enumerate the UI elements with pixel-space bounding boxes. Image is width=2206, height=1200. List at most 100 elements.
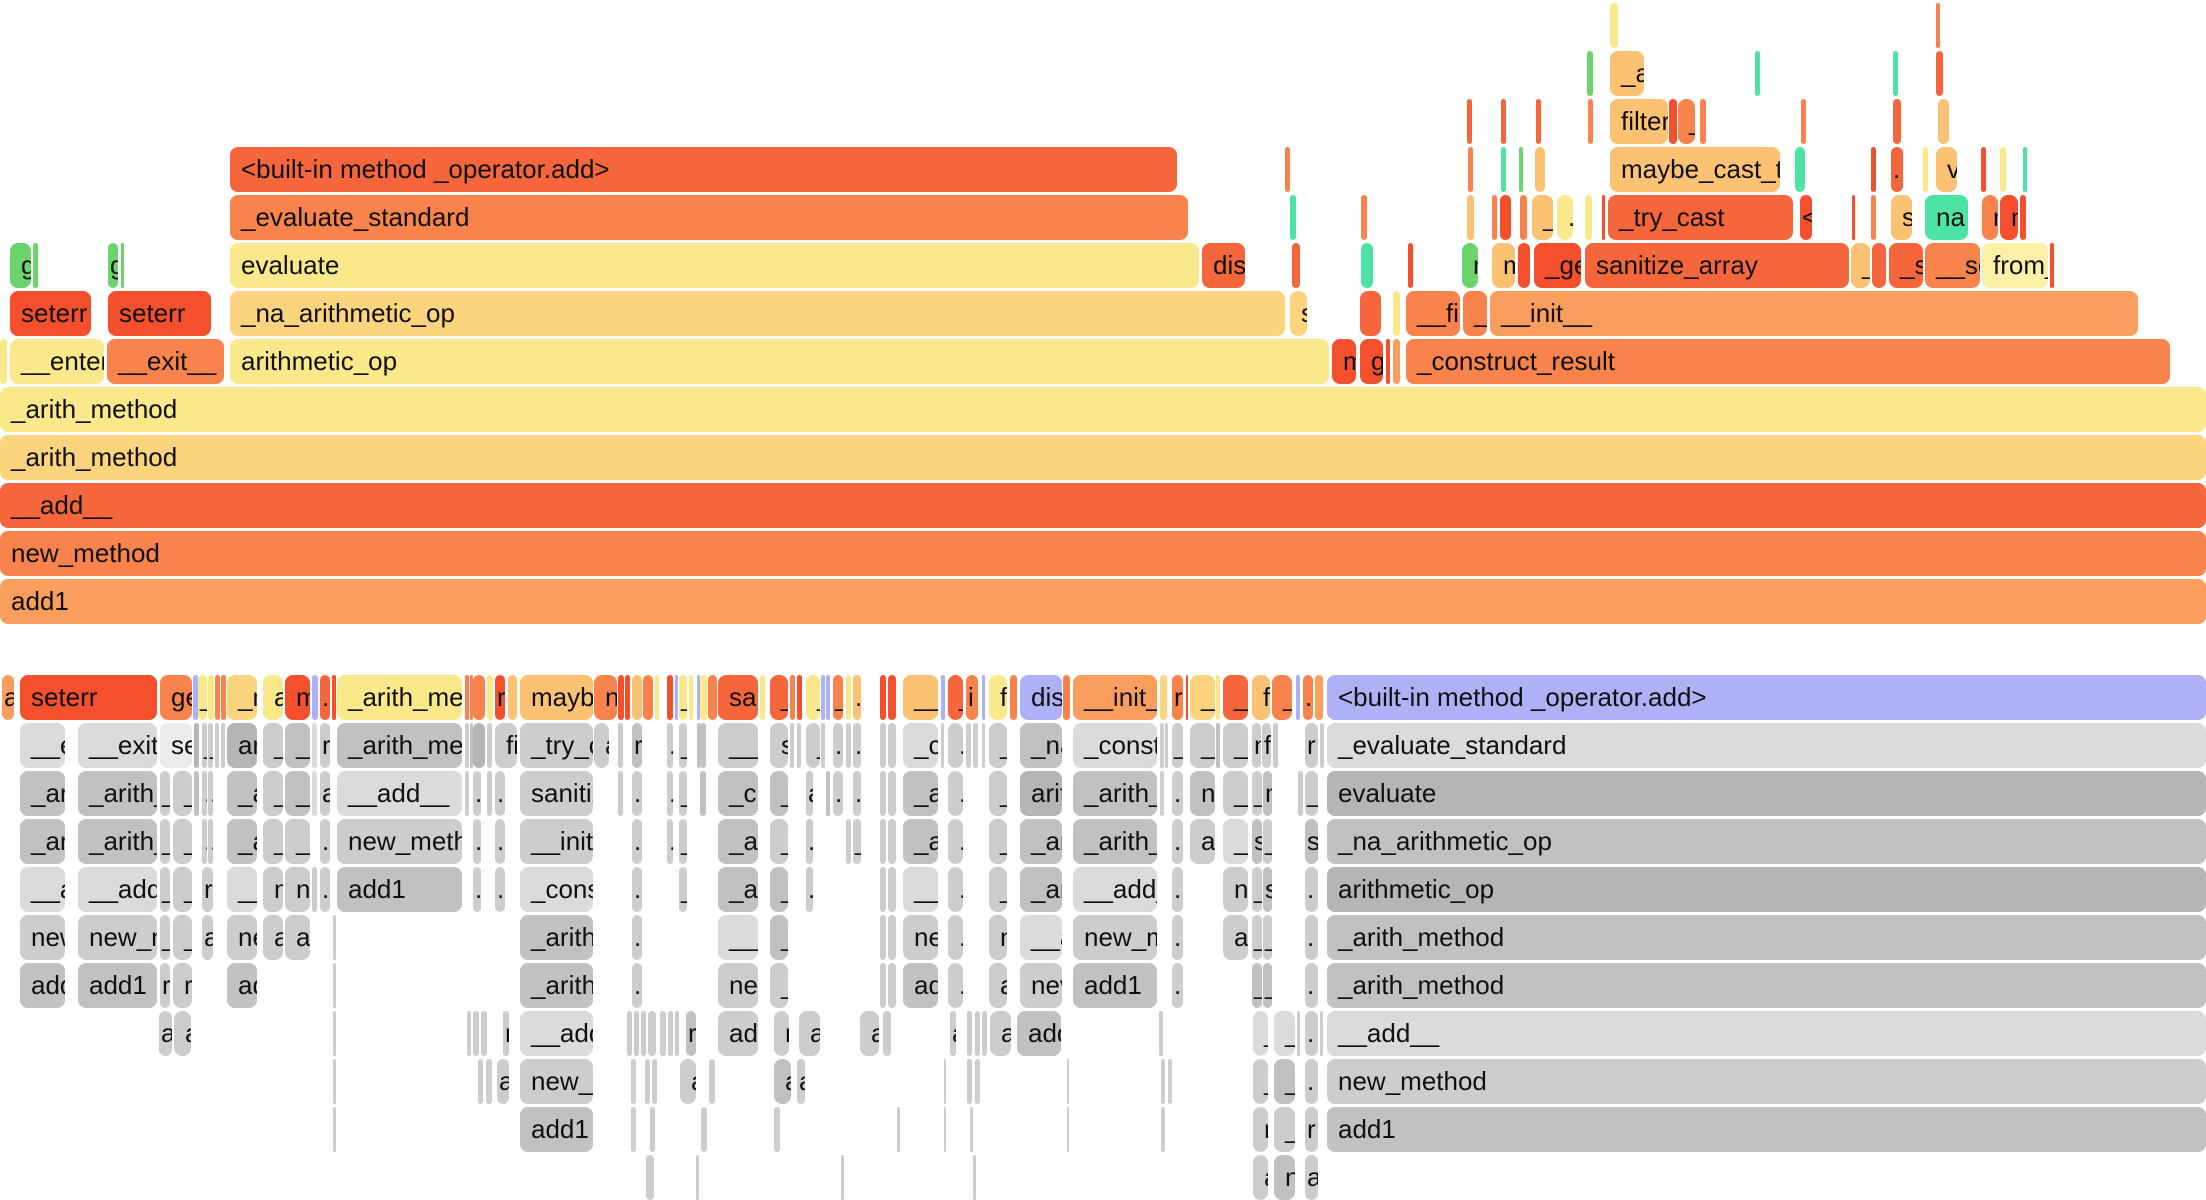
frame-_arith_method[interactable]: _arith_method (1327, 963, 2206, 1008)
frame-a[interactable]: a (1305, 1155, 1318, 1200)
frame-sliver[interactable] (33, 243, 38, 288)
frame-sliver[interactable] (1290, 195, 1296, 240)
frame-n[interactable]: n (285, 867, 310, 912)
frame-sliver[interactable] (194, 723, 199, 768)
frame-_ar[interactable]: _ar (1020, 867, 1062, 912)
frame-sliver[interactable] (1320, 723, 1324, 768)
frame-sliver[interactable] (1320, 1011, 1323, 1056)
frame-sliver[interactable] (2020, 195, 2026, 240)
frame-a[interactable]: a (263, 915, 283, 960)
frame-_[interactable]: _ (770, 675, 788, 720)
frame-m[interactable]: m (1332, 339, 1356, 384)
frame-sliver[interactable] (888, 819, 896, 864)
frame-sliver[interactable] (1585, 195, 1592, 240)
frame-from_[interactable]: from_ (1982, 243, 2048, 288)
frame-sliver[interactable] (0, 339, 7, 384)
frame-.[interactable]: . (320, 867, 330, 912)
frame-.[interactable]: . (948, 819, 963, 864)
frame-sliver[interactable] (221, 675, 226, 720)
frame-sliver[interactable] (1501, 99, 1506, 144)
frame-sliver[interactable] (700, 675, 707, 720)
frame-sliver[interactable] (944, 1107, 946, 1152)
frame-.[interactable]: . (833, 771, 843, 816)
frame-arit[interactable]: arit (1020, 771, 1062, 816)
frame-_a[interactable]: _a (1610, 51, 1644, 96)
frame-_[interactable]: _ (679, 723, 687, 768)
frame-a[interactable]: a (990, 1011, 1011, 1056)
frame-sliver[interactable] (312, 867, 317, 912)
frame-_[interactable]: _ (679, 867, 687, 912)
frame-sliver[interactable] (1161, 1107, 1165, 1152)
frame-sliver[interactable] (481, 1011, 487, 1056)
frame-_try_c[interactable]: _try_c (520, 723, 593, 768)
frame-sliver[interactable] (888, 963, 896, 1008)
frame-sliver[interactable] (967, 1011, 972, 1056)
frame-_[interactable]: _ (160, 771, 170, 816)
frame-sliver[interactable] (774, 1107, 780, 1152)
frame-sliver[interactable] (1067, 1107, 1069, 1152)
frame-.[interactable]: . (948, 771, 963, 816)
frame-_[interactable]: _ (770, 915, 788, 960)
frame-sliver[interactable] (215, 723, 219, 768)
frame-new_method[interactable]: new_method (1327, 1059, 2206, 1104)
frame-sliver[interactable] (1936, 51, 1943, 96)
frame-s[interactable]: s (1252, 819, 1262, 864)
frame-sliver[interactable] (312, 723, 317, 768)
frame-sliver[interactable] (1468, 147, 1473, 192)
frame-sliver[interactable] (632, 675, 642, 720)
frame-_a[interactable]: _a (227, 771, 257, 816)
frame-sliver[interactable] (760, 675, 765, 720)
frame-_c[interactable]: _c (718, 771, 758, 816)
frame-sliver[interactable] (1161, 1059, 1165, 1104)
frame-_[interactable]: _ (202, 723, 207, 768)
frame-.[interactable]: . (1172, 819, 1183, 864)
frame-_n[interactable]: _n (227, 675, 257, 720)
frame-sliver[interactable] (1393, 291, 1400, 336)
frame-_[interactable]: _ (1274, 1011, 1295, 1056)
frame-na[interactable]: na (1925, 195, 1968, 240)
frame-sliver[interactable] (1165, 723, 1168, 768)
frame-seterr[interactable]: seterr (10, 291, 91, 336)
frame-sliver[interactable] (1519, 147, 1523, 192)
frame-sliver[interactable] (668, 1011, 673, 1056)
frame-.[interactable]: . (1172, 771, 1183, 816)
frame-.[interactable]: . (948, 915, 963, 960)
frame-sliver[interactable] (697, 675, 700, 720)
frame-r[interactable]: r (1305, 723, 1318, 768)
frame-arithmetic_op[interactable]: arithmetic_op (230, 339, 1329, 384)
frame-a[interactable]: a (1190, 819, 1215, 864)
frame-sanitiz[interactable]: sanitiz (520, 771, 593, 816)
frame-add1[interactable]: add1 (520, 1107, 593, 1152)
frame-sliver[interactable] (618, 771, 623, 816)
frame-a[interactable]: a (799, 1011, 820, 1056)
frame-sliver[interactable] (487, 723, 492, 768)
frame-r[interactable]: r (1305, 1107, 1318, 1152)
frame-__fi[interactable]: __fi (1406, 291, 1460, 336)
frame-m[interactable]: m (1492, 243, 1515, 288)
frame-_[interactable]: _ (833, 675, 843, 720)
frame-_a[interactable]: _a (1223, 771, 1248, 816)
frame-sliver[interactable] (1520, 195, 1527, 240)
frame-sliver[interactable] (333, 1011, 336, 1056)
frame-n[interactable]: n (1253, 1107, 1268, 1152)
frame-sliver[interactable] (652, 1059, 657, 1104)
frame-.[interactable]: . (1303, 675, 1313, 720)
frame-a[interactable]: a (1253, 1155, 1268, 1200)
frame-sliver[interactable] (655, 675, 659, 720)
frame-a[interactable]: a (174, 1011, 191, 1056)
frame-fi[interactable]: fi (1262, 723, 1271, 768)
frame-_arith_me[interactable]: _arith_me (337, 723, 462, 768)
frame-n[interactable]: n (594, 675, 617, 720)
frame-sliver[interactable] (1700, 99, 1706, 144)
frame-sliver[interactable] (634, 1011, 639, 1056)
frame-_[interactable]: _ (173, 771, 192, 816)
frame-__en[interactable]: __en (20, 723, 65, 768)
frame-.[interactable]: . (495, 867, 505, 912)
frame-n[interactable]: n (1252, 723, 1261, 768)
frame-r[interactable]: r (320, 723, 330, 768)
frame-sliver[interactable] (846, 723, 851, 768)
frame-.[interactable]: . (833, 723, 843, 768)
frame-sliver[interactable] (1467, 195, 1474, 240)
frame-ac[interactable]: ac (285, 915, 310, 960)
